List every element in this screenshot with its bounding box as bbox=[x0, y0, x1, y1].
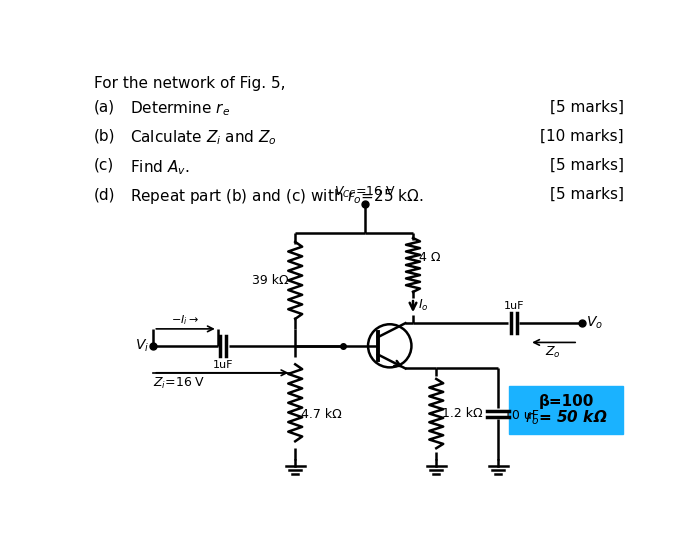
Text: (b): (b) bbox=[94, 129, 116, 144]
Text: β=100: β=100 bbox=[538, 394, 594, 409]
Text: Calculate $Z_i$ and $Z_o$: Calculate $Z_i$ and $Z_o$ bbox=[130, 129, 277, 148]
Text: [5 marks]: [5 marks] bbox=[550, 187, 624, 202]
Text: $V_{CC}$=16 V: $V_{CC}$=16 V bbox=[334, 184, 396, 200]
Text: 4.7 kΩ: 4.7 kΩ bbox=[302, 408, 342, 421]
Text: 1uF: 1uF bbox=[503, 301, 524, 311]
Text: 1.2 kΩ: 1.2 kΩ bbox=[442, 407, 483, 420]
Text: [10 marks]: [10 marks] bbox=[540, 129, 624, 144]
Text: Determine $r_e$: Determine $r_e$ bbox=[130, 100, 230, 118]
Text: (c): (c) bbox=[94, 158, 114, 173]
Text: 4 Ω: 4 Ω bbox=[419, 251, 441, 264]
Text: (d): (d) bbox=[94, 187, 116, 202]
FancyBboxPatch shape bbox=[509, 386, 623, 434]
Text: $V_o$: $V_o$ bbox=[586, 315, 603, 331]
Text: 39 kΩ: 39 kΩ bbox=[253, 274, 289, 287]
Text: $V_i$: $V_i$ bbox=[135, 338, 150, 354]
Text: $I_o$: $I_o$ bbox=[419, 299, 429, 314]
Text: $Z_o$: $Z_o$ bbox=[545, 345, 561, 360]
Text: [5 marks]: [5 marks] bbox=[550, 100, 624, 115]
Text: $-I_i\rightarrow$: $-I_i\rightarrow$ bbox=[172, 313, 199, 326]
Text: (a): (a) bbox=[94, 100, 115, 115]
Text: For the network of Fig. 5,: For the network of Fig. 5, bbox=[94, 77, 285, 91]
Text: 10 uF: 10 uF bbox=[505, 409, 539, 421]
Text: Find $A_v$.: Find $A_v$. bbox=[130, 158, 190, 177]
Text: $r_o$= 50 kΩ: $r_o$= 50 kΩ bbox=[525, 409, 608, 428]
Text: [5 marks]: [5 marks] bbox=[550, 158, 624, 173]
Text: 1uF: 1uF bbox=[213, 359, 233, 369]
Text: $Z_i$=16 V: $Z_i$=16 V bbox=[153, 376, 206, 391]
Text: Repeat part (b) and (c) with $r_o$=25 kΩ.: Repeat part (b) and (c) with $r_o$=25 kΩ… bbox=[130, 187, 424, 206]
